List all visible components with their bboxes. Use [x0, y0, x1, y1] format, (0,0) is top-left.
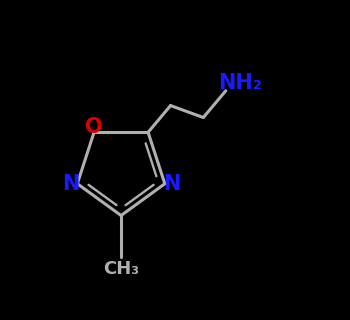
Text: O: O [85, 116, 103, 137]
Text: N: N [62, 174, 79, 194]
Text: N: N [163, 174, 181, 194]
Text: CH₃: CH₃ [103, 260, 139, 278]
Text: NH₂: NH₂ [218, 73, 262, 93]
